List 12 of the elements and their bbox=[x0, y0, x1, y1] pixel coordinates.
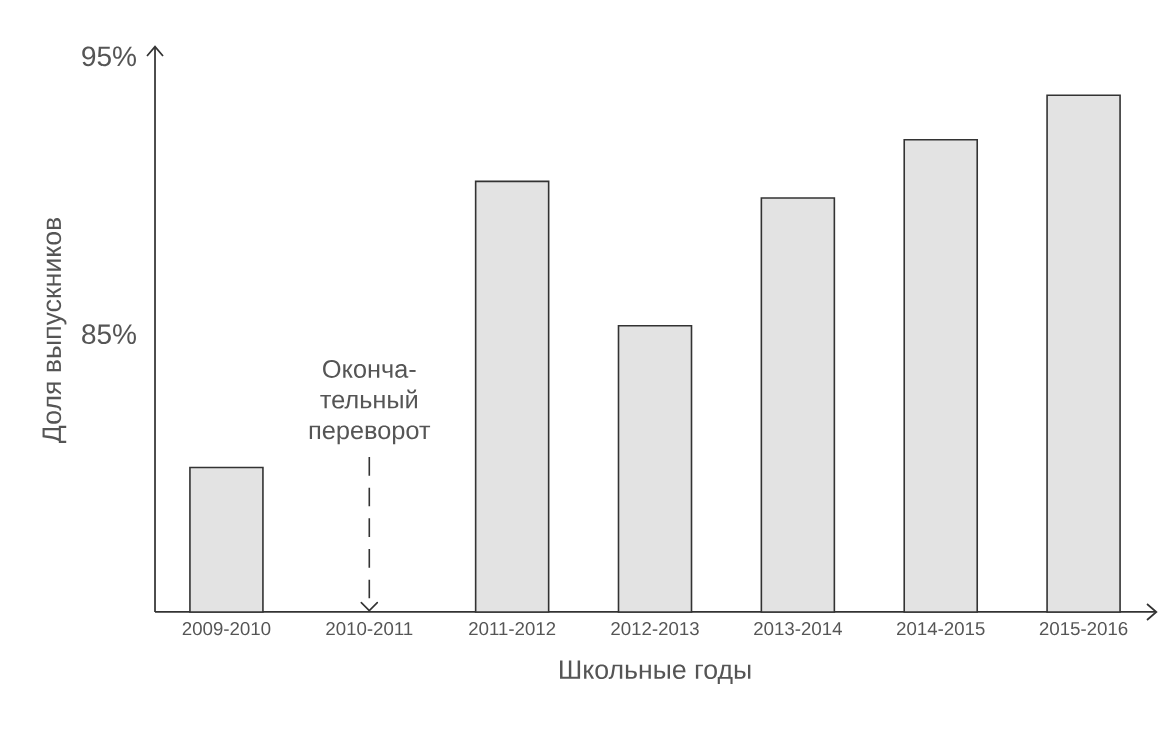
x-axis-title: Школьные годы bbox=[560, 660, 751, 685]
x-tick-label: 2011-2012 bbox=[469, 622, 556, 636]
ref-line-label: Оконча- тельный переворот bbox=[309, 359, 431, 445]
x-tick-label: 2013-2014 bbox=[754, 622, 842, 636]
y-axis-title: Доля выпускников bbox=[42, 217, 67, 443]
x-tick-label: 2015-2016 bbox=[1039, 622, 1128, 636]
y-tick-label: 95% bbox=[82, 46, 136, 67]
x-tick-label: 2010-2011 bbox=[326, 622, 413, 636]
x-tick-label: 2012-2013 bbox=[611, 622, 699, 636]
y-tick-label: 85% bbox=[82, 324, 136, 345]
x-tick-label: 2009-2010 bbox=[182, 622, 271, 636]
x-tick-label: 2014-2015 bbox=[897, 622, 985, 636]
